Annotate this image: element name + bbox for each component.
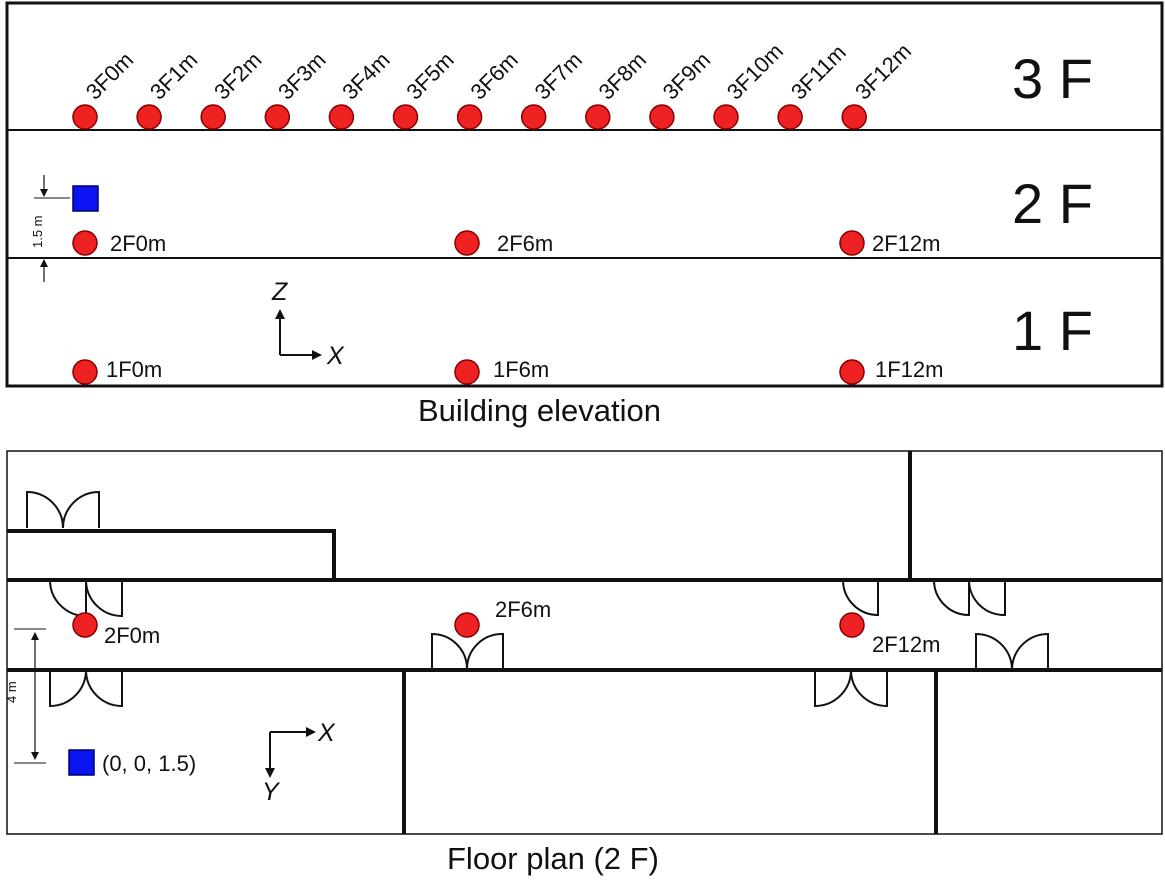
receiver-3f4m: [328, 104, 355, 130]
third-floor-receivers: 3F0m 3F1m 3F2m 3F3m 3F4m 3F5m 3F6m 3F7m 3F8m 3F9m…: [72, 38, 916, 130]
axis-label-x-elevation: X: [326, 342, 345, 370]
building-elevation: 3 F 2 F 1 F 3F0m 3F1m 3F2m 3F3m 3F4m 3F5m 3F6m…: [5, 1, 1164, 428]
receiver-label-3f3m: 3F3m: [273, 47, 330, 104]
receiver-label-3f12m: 3F12m: [850, 38, 916, 104]
plan-receiver-label-2f6m: 2F6m: [495, 597, 551, 622]
axis-label-z: Z: [271, 278, 288, 306]
door-symbol: [26, 490, 100, 529]
door-symbol: [49, 669, 123, 708]
receiver-1f0m: [72, 359, 98, 385]
receiver-3f11m: [777, 104, 803, 130]
receiver-label-1f6m: 1F6m: [493, 357, 549, 382]
distance-dimension: 4 m: [4, 628, 46, 764]
receiver-2f12m: [839, 230, 865, 256]
receiver-1f6m: [454, 359, 480, 385]
receiver-label-3f7m: 3F7m: [530, 47, 587, 104]
receiver-1f12m: [839, 359, 865, 385]
sound-source-plan: [68, 749, 95, 776]
plan-walls: [7, 451, 1162, 834]
receiver-label-3f1m: 3F1m: [145, 47, 202, 104]
receiver-2f6m: [454, 230, 480, 256]
door-symbol: [814, 669, 888, 708]
receiver-3f0m: [72, 104, 98, 130]
receiver-2f0m: [72, 230, 98, 256]
door-symbol: [49, 579, 123, 618]
receiver-label-3f8m: 3F8m: [594, 47, 651, 104]
sound-source-elevation: [72, 185, 99, 212]
floor-tag-3f: 3 F: [1012, 47, 1093, 110]
floor-plan: 2F0m 2F6m 2F12m (0, 0, 1.5) 4 m X Y Floo…: [4, 450, 1163, 876]
receiver-3f12m: [841, 104, 867, 130]
receiver-label-3f4m: 3F4m: [337, 47, 394, 104]
door-symbol: [842, 579, 879, 617]
receiver-3f2m: [200, 104, 226, 130]
height-dimension-label: 1.5 m: [30, 215, 45, 248]
receiver-label-3f11m: 3F11m: [786, 40, 851, 105]
floor-tag-2f: 2 F: [1012, 172, 1093, 235]
receiver-label-3f5m: 3F5m: [401, 47, 458, 104]
plan-receiver-label-2f12m: 2F12m: [872, 632, 940, 657]
plan-receiver-label-2f0m: 2F0m: [104, 623, 160, 648]
floor-plan-caption: Floor plan (2 F): [447, 841, 659, 876]
receiver-3f7m: [520, 104, 547, 130]
plan-doors: [26, 490, 1049, 708]
plan-axes: X Y: [262, 719, 336, 806]
door-symbol: [431, 632, 504, 669]
receiver-3f3m: [264, 104, 291, 130]
receiver-label-3f9m: 3F9m: [658, 47, 715, 104]
plan-receiver-2f12m: [839, 612, 865, 638]
receiver-3f1m: [136, 104, 162, 130]
plan-receiver-2f0m: [72, 612, 98, 638]
receiver-3f9m: [649, 104, 675, 130]
receiver-label-3f0m: 3F0m: [81, 47, 138, 104]
receiver-label-2f6m: 2F6m: [497, 231, 553, 256]
door-symbol: [933, 579, 1006, 617]
receiver-3f8m: [585, 104, 611, 130]
floor-tag-1f: 1 F: [1012, 299, 1093, 362]
elevation-frame: [5, 1, 1164, 388]
door-symbol: [975, 632, 1049, 669]
receiver-3f6m: [456, 104, 483, 130]
elevation-axes: Z X: [271, 278, 345, 370]
receiver-label-1f0m: 1F0m: [106, 357, 162, 382]
receiver-label-2f12m: 2F12m: [872, 231, 940, 256]
height-dimension: 1.5 m: [30, 175, 70, 282]
receiver-3f10m: [713, 104, 739, 130]
receiver-3f5m: [392, 104, 419, 130]
elevation-caption: Building elevation: [418, 393, 661, 428]
plan-frame: [6, 450, 1163, 835]
receiver-label-3f2m: 3F2m: [209, 47, 266, 104]
receiver-label-3f6m: 3F6m: [465, 47, 522, 104]
source-coordinates-label: (0, 0, 1.5): [102, 751, 196, 776]
distance-dimension-label: 4 m: [4, 681, 19, 703]
plan-receiver-2f6m: [454, 612, 480, 638]
receiver-label-2f0m: 2F0m: [110, 231, 166, 256]
receiver-label-3f10m: 3F10m: [722, 38, 788, 104]
receiver-label-1f12m: 1F12m: [875, 357, 943, 382]
axis-label-y: Y: [262, 778, 281, 806]
axis-label-x-plan: X: [317, 719, 336, 747]
